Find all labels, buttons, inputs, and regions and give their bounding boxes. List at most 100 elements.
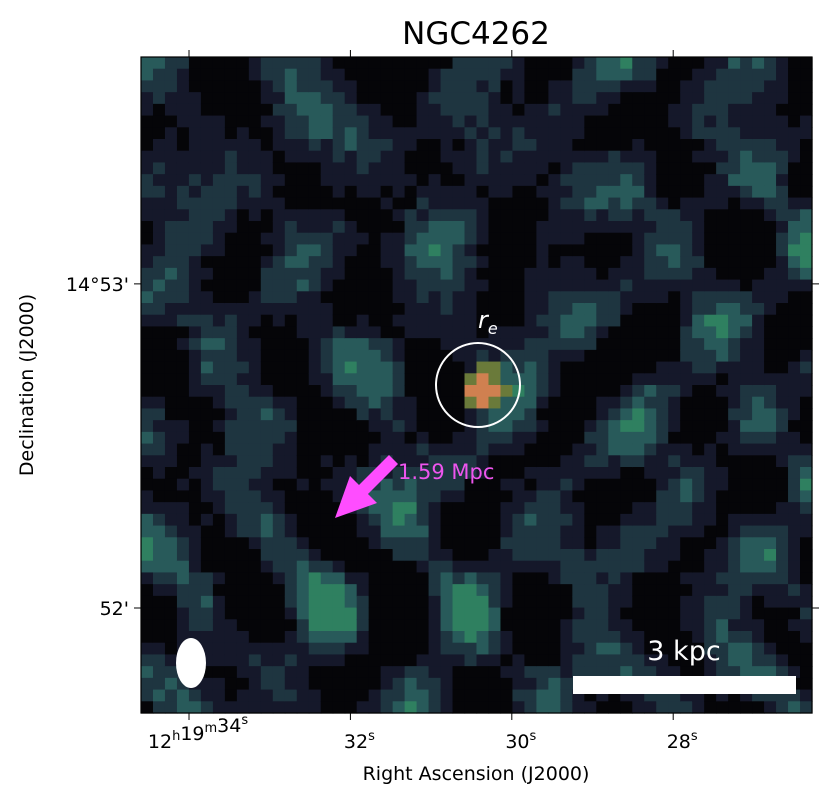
- pixel: [584, 467, 597, 480]
- pixel: [260, 619, 274, 632]
- pixel: [500, 420, 514, 433]
- pixel: [164, 57, 178, 70]
- pixel: [200, 127, 214, 140]
- pixel: [416, 654, 430, 667]
- pixel: [164, 314, 178, 328]
- pixel: [164, 385, 178, 398]
- pixel: [141, 373, 154, 386]
- pixel: [632, 455, 645, 468]
- pixel: [272, 443, 286, 456]
- pixel: [608, 560, 621, 574]
- pixel: [404, 127, 418, 140]
- pixel: [368, 420, 382, 433]
- pixel: [416, 115, 430, 128]
- pixel: [332, 549, 346, 562]
- pixel: [224, 326, 238, 339]
- pixel: [188, 443, 202, 456]
- pixel: [320, 57, 334, 70]
- pixel: [740, 361, 753, 374]
- y-tick-label: 52': [100, 598, 129, 620]
- pixel: [728, 642, 741, 656]
- pixel: [332, 80, 346, 93]
- pixel: [332, 443, 346, 456]
- pixel: [632, 595, 645, 609]
- pixel: [740, 267, 753, 281]
- pixel: [500, 115, 514, 128]
- pixel: [656, 513, 669, 527]
- pixel: [512, 80, 526, 93]
- pixel: [248, 139, 262, 152]
- pixel: [440, 209, 454, 222]
- pixel: [560, 103, 573, 117]
- pixel: [164, 256, 178, 269]
- pixel: [572, 57, 585, 70]
- pixel: [644, 537, 657, 550]
- pixel: [224, 385, 238, 398]
- pixel: [488, 373, 502, 386]
- pixel: [428, 68, 442, 82]
- pixel: [488, 80, 502, 93]
- pixel: [680, 525, 693, 538]
- pixel: [800, 619, 813, 632]
- pixel: [464, 103, 478, 117]
- pixel: [752, 80, 765, 93]
- pixel: [452, 431, 466, 445]
- pixel: [356, 68, 370, 82]
- pixel: [224, 560, 238, 574]
- pixel: [716, 361, 729, 374]
- pixel: [704, 267, 717, 281]
- pixel: [152, 80, 166, 93]
- pixel: [224, 490, 238, 503]
- pixel: [308, 607, 322, 620]
- pixel: [524, 232, 538, 246]
- pixel: [344, 584, 358, 597]
- pixel: [416, 174, 430, 187]
- pixel: [464, 127, 478, 140]
- pixel: [644, 467, 657, 480]
- pixel: [200, 68, 214, 82]
- pixel: [560, 92, 573, 105]
- pixel: [152, 314, 166, 328]
- pixel: [296, 595, 310, 609]
- pixel: [740, 221, 753, 234]
- pixel: [141, 455, 154, 468]
- pixel: [248, 490, 262, 503]
- pixel: [620, 525, 633, 538]
- pixel: [141, 525, 154, 538]
- pixel: [141, 560, 154, 574]
- pixel: [164, 338, 178, 351]
- pixel: [680, 666, 693, 679]
- pixel: [656, 373, 669, 386]
- pixel: [632, 513, 645, 527]
- pixel: [141, 385, 154, 398]
- pixel: [224, 127, 238, 140]
- pixel: [452, 631, 466, 644]
- pixel: [392, 221, 406, 234]
- pixel: [356, 291, 370, 304]
- pixel: [440, 584, 454, 597]
- pixel: [668, 549, 681, 562]
- pixel: [524, 525, 538, 538]
- pixel: [176, 595, 190, 609]
- pixel: [620, 560, 633, 574]
- pixel: [188, 373, 202, 386]
- pixel: [236, 338, 250, 351]
- pixel: [644, 396, 657, 410]
- pixel: [320, 92, 334, 105]
- pixel: [524, 420, 538, 433]
- pixel: [476, 642, 490, 656]
- pixel: [644, 349, 657, 363]
- pixel: [524, 162, 538, 175]
- pixel: [260, 513, 274, 527]
- pixel: [632, 549, 645, 562]
- x-tick-label: 12h19m34s: [148, 713, 248, 753]
- pixel: [788, 666, 801, 679]
- pixel: [656, 525, 669, 538]
- pixel: [692, 619, 705, 632]
- pixel: [416, 92, 430, 105]
- pixel: [668, 68, 681, 82]
- pixel: [428, 57, 442, 70]
- pixel: [416, 197, 430, 210]
- y-tick-label: 14°53': [66, 274, 129, 296]
- pixel: [308, 467, 322, 480]
